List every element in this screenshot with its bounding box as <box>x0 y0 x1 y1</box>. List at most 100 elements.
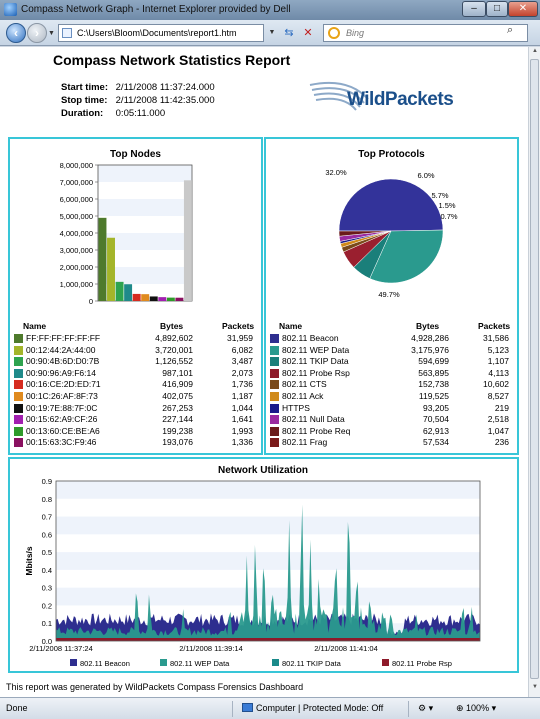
y-tick-label: 0.3 <box>42 584 52 593</box>
row-packets: 2,518 <box>487 414 509 425</box>
zoom-level: 100% <box>466 703 490 713</box>
scroll-up-icon[interactable]: ▲ <box>532 48 538 54</box>
row-bytes: 1,126,552 <box>155 356 193 367</box>
row-packets: 1,993 <box>231 425 253 436</box>
start-time-value: 2/11/2008 11:37:24.000 <box>115 82 215 93</box>
pie-label: 6.0% <box>417 171 434 180</box>
row-packets: 31,959 <box>227 333 253 343</box>
row-name: 00:12:44:2A:44:00 <box>26 344 96 355</box>
address-dropdown-icon[interactable]: ▼ <box>268 29 276 36</box>
address-text: C:\Users\Bloom\Documents\report1.htm <box>77 28 237 38</box>
bar <box>141 294 150 301</box>
top-protocols-title: Top Protocols <box>358 149 425 160</box>
row-name: 802.11 TKIP Data <box>282 356 349 367</box>
row-bytes: 227,144 <box>162 414 193 425</box>
row-name: 00:13:60:CE:BE:A6 <box>26 425 100 436</box>
row-name: 802.11 Probe Req <box>282 425 351 436</box>
start-time-label: Start time: <box>61 82 108 93</box>
row-packets: 6,082 <box>231 344 253 355</box>
legend-label: 802.11 WEP Data <box>170 659 230 668</box>
bar <box>132 293 141 301</box>
row-name: 802.11 CTS <box>282 379 327 390</box>
protocols-col-bytes: Bytes <box>416 321 440 331</box>
pie-slice <box>369 229 444 284</box>
bar <box>115 281 124 301</box>
row-packets: 5,123 <box>487 344 509 355</box>
search-icon[interactable]: ⌕ <box>507 24 514 36</box>
top-nodes-panel: Top Nodes 0 1,000,000 2,000,000 3,000,000 4,… <box>8 137 263 455</box>
grid-band <box>98 165 192 182</box>
forward-button[interactable]: › <box>27 23 47 43</box>
row-packets: 10,602 <box>483 379 509 390</box>
search-input[interactable]: Bing <box>323 24 528 42</box>
row-name: 802.11 Probe Rsp <box>282 367 350 378</box>
row-bytes: 62,913 <box>423 425 449 436</box>
row-bytes: 119,525 <box>418 391 449 401</box>
scroll-thumb[interactable] <box>530 59 539 679</box>
row-packets: 2,073 <box>231 367 253 378</box>
y-axis-label: Mbits/s <box>24 546 34 576</box>
row-bytes: 4,892,602 <box>155 333 193 343</box>
color-swatch <box>14 357 23 367</box>
row-bytes: 987,101 <box>162 367 193 378</box>
vertical-scrollbar[interactable]: ▲ ▼ <box>528 47 540 697</box>
compatibility-view-icon[interactable]: ⇆ <box>284 27 294 39</box>
top-nodes-bar-chart: 0 1,000,000 2,000,000 3,000,000 4,000,000 5,0… <box>60 161 193 306</box>
duration-label: Duration: <box>61 108 104 119</box>
legend-label: 802.11 Beacon <box>80 659 130 668</box>
color-swatch <box>270 438 279 448</box>
bar <box>175 297 184 301</box>
row-bytes: 70,504 <box>423 414 449 425</box>
y-tick-label: 0.0 <box>42 637 52 646</box>
row-bytes: 199,238 <box>162 425 193 436</box>
zoom-control[interactable]: ⊕ 100% ▾ <box>456 703 497 713</box>
protected-mode-icon[interactable]: ⚙ ▾ <box>418 703 434 713</box>
color-swatch <box>270 403 279 413</box>
row-bytes: 3,175,976 <box>411 344 449 355</box>
wildpackets-logo-icon <box>309 81 369 111</box>
row-bytes: 57,534 <box>423 437 449 448</box>
row-packets: 1,736 <box>231 379 253 390</box>
maximize-button[interactable]: □ <box>486 1 508 17</box>
stop-icon[interactable]: ✕ <box>303 27 313 39</box>
grid-band <box>56 481 480 499</box>
chart-title: Network Utilization <box>218 465 308 476</box>
row-packets: 236 <box>494 437 509 448</box>
y-tick-label: 2,000,000 <box>60 263 93 272</box>
close-button[interactable]: ✕ <box>508 1 538 17</box>
row-name: 00:90:96:A9:F6:14 <box>26 367 96 378</box>
security-zone[interactable]: Computer | Protected Mode: Off <box>242 703 383 713</box>
bar <box>98 217 107 301</box>
x-tick-label: 2/11/2008 11:37:24 <box>29 644 93 653</box>
legend-label: 802.11 TKIP Data <box>282 659 342 668</box>
status-bar: Done Computer | Protected Mode: Off ⚙ ▾ … <box>0 697 540 719</box>
start-time-row: Start time: 2/11/2008 11:37:24.000 <box>61 82 215 93</box>
duration-value: 0:05:11.000 <box>115 108 166 119</box>
back-button[interactable]: ‹ <box>6 23 26 43</box>
color-swatch <box>14 368 23 378</box>
bing-icon <box>328 27 340 39</box>
history-dropdown-icon[interactable]: ▼ <box>48 30 55 37</box>
status-divider <box>232 701 233 717</box>
color-swatch <box>270 334 279 343</box>
y-tick-label: 0.7 <box>42 513 52 522</box>
top-protocols-pie-chart: 49.7% 32.0% 6.0% 5.7%1.5% 0.7% <box>325 168 458 299</box>
row-name: 00:1C:26:AF:8F:73 <box>26 391 98 401</box>
minimize-button[interactable]: – <box>462 1 486 17</box>
row-name: 802.11 Beacon <box>282 333 339 343</box>
scroll-down-icon[interactable]: ▼ <box>532 684 538 690</box>
row-bytes: 152,738 <box>418 379 449 390</box>
row-name: HTTPS <box>282 402 310 413</box>
plot-frame <box>55 480 481 642</box>
row-bytes: 4,928,286 <box>411 333 449 343</box>
internet-explorer-icon <box>4 3 17 16</box>
legend-swatch <box>160 659 167 666</box>
row-name: 802.11 Null Data <box>282 414 345 425</box>
address-field[interactable]: C:\Users\Bloom\Documents\report1.htm <box>58 24 264 42</box>
color-swatch <box>14 426 23 436</box>
y-tick-label: 0.2 <box>42 601 52 610</box>
y-tick-label: 0.4 <box>42 566 52 575</box>
top-protocols-panel: Top Protocols 49.7% 32.0% 6.0% 5.7% 1.5% 0.7%… <box>264 137 519 455</box>
nodes-col-name: Name <box>23 321 47 331</box>
pie-label: 32.0% <box>325 168 347 177</box>
